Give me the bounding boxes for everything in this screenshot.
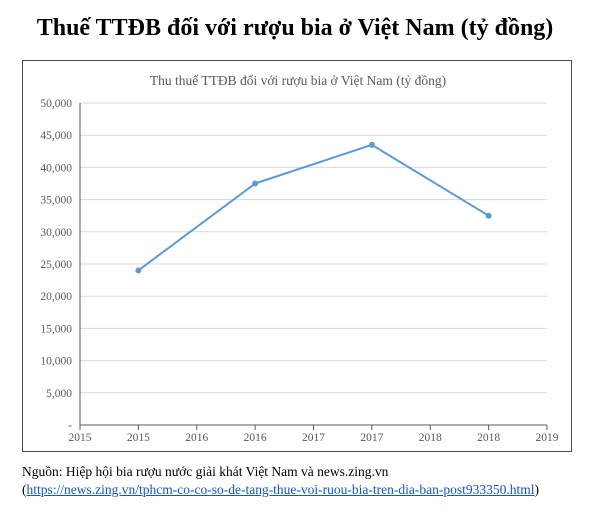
source-close-paren: ) [534,482,540,497]
y-tick-label: 35,000 [40,195,72,207]
axes [79,103,548,430]
x-tick-label: 2016 [185,432,208,444]
gridlines [80,102,547,394]
y-tick-label: 25,000 [40,259,72,271]
y-tick-label: 5,000 [46,388,72,400]
page-title: Thuế TTĐB đối với rượu bia ở Việt Nam (t… [36,15,554,41]
x-axis-tick-labels: 2015 2015 2016 2016 2017 2017 2018 2018 2019 [69,432,559,444]
y-tick-label: 20,000 [40,291,72,303]
series-layer [135,141,492,274]
y-tick-label: 10,000 [40,356,72,368]
data-point [252,180,259,187]
y-tick-label: 30,000 [40,227,72,239]
source-link[interactable]: https://news.zing.vn/tphcm-co-co-so-de-t… [26,482,535,497]
chart-area: Thu thuế TTĐB đối với rượu bia ở Việt Na… [22,60,572,452]
y-tick-label: 15,000 [40,323,72,335]
y-tick-label: 50,000 [40,98,72,110]
x-tick-label: 2017 [360,432,383,444]
y-tick-label: - [68,420,72,432]
data-point [135,267,142,274]
x-tick-label: 2015 [69,432,92,444]
source-note: Nguồn: Hiệp hội bia rượu nước giải khát … [22,464,389,479]
y-tick-label: 40,000 [40,162,72,174]
x-tick-label: 2018 [419,432,442,444]
chart-title: Thu thuế TTĐB đối với rượu bia ở Việt Na… [150,73,446,88]
line-chart: Thu thuế TTĐB đối với rượu bia ở Việt Na… [40,73,559,444]
data-point [368,141,375,148]
x-tick-label: 2016 [244,432,267,444]
x-tick-label: 2017 [302,432,325,444]
x-tick-label: 2019 [536,432,559,444]
x-tick-label: 2015 [127,432,150,444]
y-axis-tick-labels: - 5,000 10,000 15,000 20,000 25,000 30,000 35,0… [40,98,72,432]
source-open-paren: ( [22,482,27,497]
x-tick-label: 2018 [477,432,500,444]
data-point [485,212,492,219]
source-link-line: (https://news.zing.vn/tphcm-co-co-so-de-… [22,481,539,499]
series-line [137,143,490,272]
y-tick-label: 45,000 [40,130,72,142]
